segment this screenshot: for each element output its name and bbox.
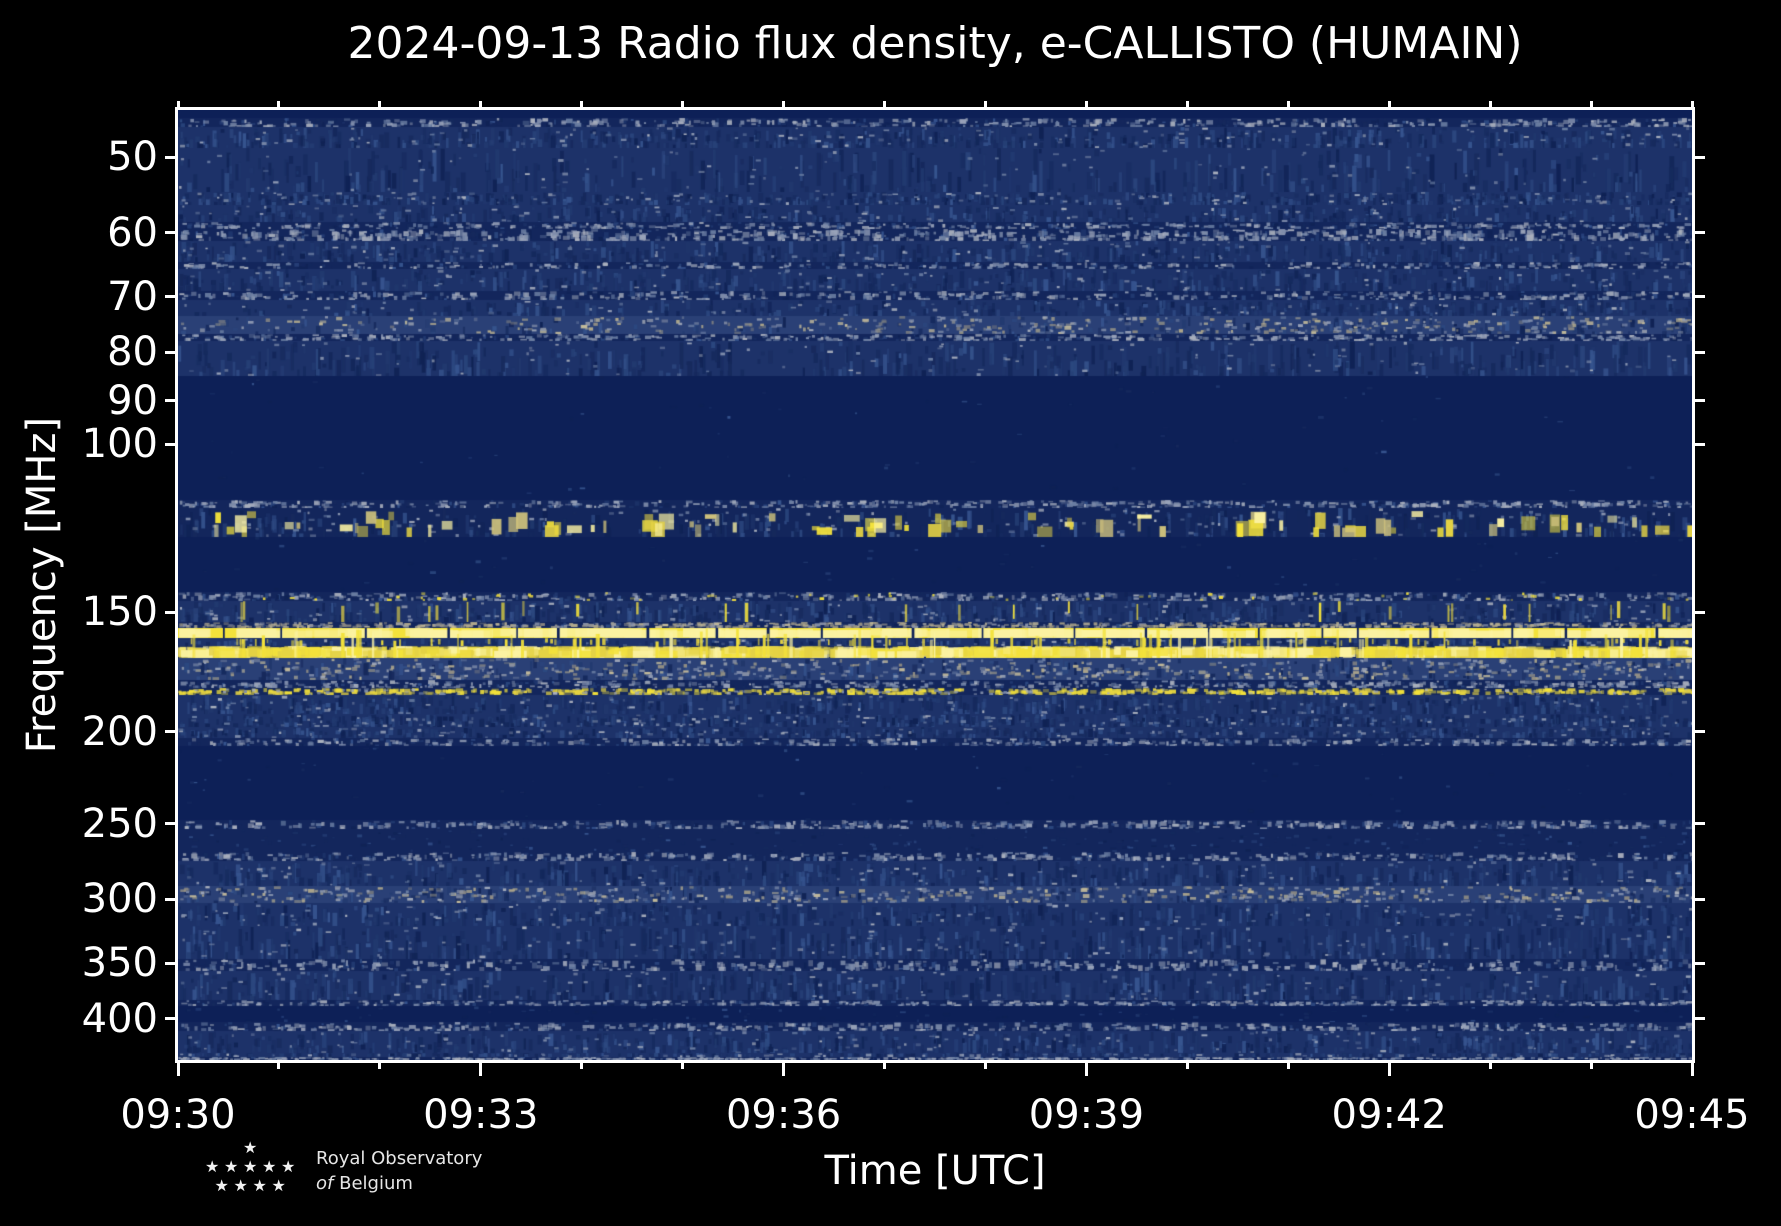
x-tick bbox=[378, 1060, 382, 1069]
star-icon: ★ bbox=[224, 1157, 239, 1176]
y-tick-right bbox=[1692, 961, 1705, 965]
x-tick bbox=[1084, 1060, 1088, 1076]
x-tick bbox=[883, 1060, 887, 1069]
x-tick-top bbox=[1690, 101, 1694, 110]
x-tick-label: 09:30 bbox=[120, 1092, 236, 1138]
y-tick-label: 60 bbox=[107, 209, 158, 256]
x-tick-label: 09:39 bbox=[1028, 1092, 1145, 1138]
y-tick-right bbox=[1692, 610, 1705, 614]
y-tick-right bbox=[1692, 295, 1705, 299]
x-tick-top bbox=[1488, 101, 1492, 110]
x-tick-top bbox=[883, 101, 887, 110]
x-tick-top bbox=[479, 101, 483, 110]
x-tick bbox=[681, 1060, 685, 1069]
x-tick-label: 09:42 bbox=[1331, 1092, 1447, 1138]
x-tick-top bbox=[1589, 101, 1593, 110]
y-tick bbox=[165, 961, 178, 965]
y-tick bbox=[165, 822, 178, 826]
x-tick-label: 09:45 bbox=[1634, 1092, 1750, 1138]
y-tick-label: 350 bbox=[81, 940, 158, 987]
x-axis-label: Time [UTC] bbox=[824, 1148, 1046, 1194]
x-tick-top bbox=[277, 101, 281, 110]
star-icon: ★ bbox=[243, 1157, 258, 1176]
y-tick bbox=[165, 1017, 178, 1021]
y-tick-label: 100 bbox=[81, 421, 158, 468]
x-tick-top bbox=[378, 101, 382, 110]
x-tick-top bbox=[1387, 101, 1391, 110]
y-tick-label: 300 bbox=[81, 876, 158, 923]
observatory-logo-text: Royal Observatory of Belgium bbox=[316, 1146, 482, 1196]
y-tick-right bbox=[1692, 155, 1705, 159]
star-icon: ★ bbox=[281, 1157, 296, 1176]
star-icon: ★ bbox=[252, 1176, 267, 1195]
y-tick-label: 70 bbox=[107, 273, 158, 320]
y-axis-label: Frequency [MHz] bbox=[19, 416, 65, 754]
y-tick bbox=[165, 231, 178, 235]
x-tick-top bbox=[1286, 101, 1290, 110]
star-icon: ★ bbox=[271, 1176, 286, 1195]
y-tick-label: 50 bbox=[107, 134, 158, 181]
y-tick bbox=[165, 295, 178, 299]
star-icon: ★ bbox=[243, 1138, 258, 1157]
y-tick-label: 80 bbox=[107, 329, 158, 375]
y-tick bbox=[165, 399, 178, 403]
y-tick-label: 250 bbox=[81, 800, 158, 847]
y-tick-right bbox=[1692, 350, 1705, 354]
y-tick bbox=[165, 155, 178, 159]
x-tick bbox=[580, 1060, 584, 1069]
x-tick-label: 09:36 bbox=[725, 1092, 842, 1138]
logo-line1: Royal Observatory bbox=[316, 1148, 483, 1169]
y-tick bbox=[165, 442, 178, 446]
x-tick bbox=[277, 1060, 281, 1069]
y-tick-right bbox=[1692, 822, 1705, 826]
x-tick bbox=[1589, 1060, 1593, 1069]
y-tick-label: 90 bbox=[107, 377, 158, 424]
y-tick bbox=[165, 610, 178, 614]
x-tick bbox=[1387, 1060, 1391, 1076]
x-tick-top bbox=[983, 101, 987, 110]
x-tick bbox=[1185, 1060, 1189, 1069]
y-tick-right bbox=[1692, 897, 1705, 901]
x-tick-top bbox=[580, 101, 584, 110]
x-tick bbox=[176, 1060, 180, 1076]
y-tick-right bbox=[1692, 399, 1705, 403]
x-tick bbox=[1286, 1060, 1290, 1069]
y-tick-right bbox=[1692, 730, 1705, 734]
x-tick-top bbox=[1084, 101, 1088, 110]
spectrogram-canvas bbox=[178, 110, 1692, 1060]
y-tick-label: 400 bbox=[81, 995, 158, 1042]
x-tick-top bbox=[681, 101, 685, 110]
x-tick-label: 09:33 bbox=[423, 1092, 539, 1138]
star-icon: ★ bbox=[205, 1157, 220, 1176]
x-tick bbox=[983, 1060, 987, 1069]
y-tick-right bbox=[1692, 442, 1705, 446]
x-tick bbox=[1690, 1060, 1694, 1076]
y-tick-label: 150 bbox=[81, 589, 158, 636]
star-icon: ★ bbox=[214, 1176, 229, 1195]
logo-line2: of Belgium bbox=[316, 1173, 413, 1194]
star-icon: ★ bbox=[233, 1176, 248, 1195]
x-tick-top bbox=[782, 101, 786, 110]
y-tick-label: 200 bbox=[81, 708, 158, 755]
x-tick bbox=[479, 1060, 483, 1076]
star-icon: ★ bbox=[262, 1157, 277, 1176]
y-tick bbox=[165, 897, 178, 901]
y-tick bbox=[165, 730, 178, 734]
x-tick-top bbox=[1185, 101, 1189, 110]
y-tick-right bbox=[1692, 1017, 1705, 1021]
y-tick bbox=[165, 350, 178, 354]
x-tick bbox=[782, 1060, 786, 1076]
y-tick-right bbox=[1692, 231, 1705, 235]
chart-title: 2024-09-13 Radio flux density, e-CALLIST… bbox=[347, 18, 1523, 69]
x-tick bbox=[1488, 1060, 1492, 1069]
x-tick-top bbox=[176, 101, 180, 110]
